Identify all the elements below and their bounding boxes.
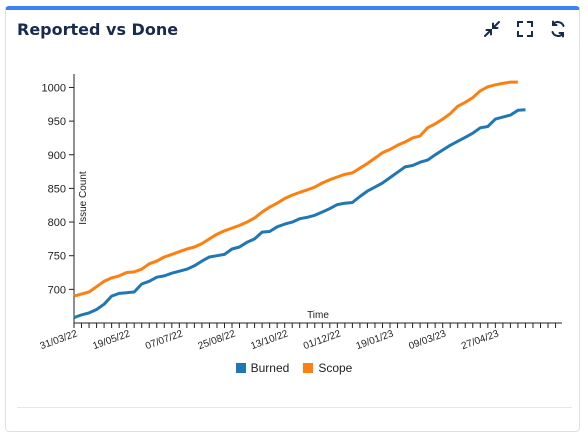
x-axis-label: Time xyxy=(307,310,329,321)
x-tick-label: 31/03/22 xyxy=(39,328,80,352)
y-tick-label: 850 xyxy=(48,183,66,195)
legend-swatch-scope xyxy=(303,363,314,373)
fullscreen-icon[interactable] xyxy=(515,19,535,39)
widget-title: Reported vs Done xyxy=(17,20,179,39)
x-tick-label: 13/10/22 xyxy=(249,328,290,352)
x-tick-label: 09/03/23 xyxy=(407,328,448,352)
y-tick-label: 950 xyxy=(48,116,66,128)
legend-item-scope[interactable]: Scope xyxy=(303,361,352,375)
y-tick-label: 750 xyxy=(48,251,66,263)
chart-card xyxy=(5,6,580,432)
widget-toolbar xyxy=(482,19,568,39)
x-tick-label: 27/04/23 xyxy=(460,328,501,352)
y-tick-label: 900 xyxy=(48,150,66,162)
refresh-icon[interactable] xyxy=(548,19,568,39)
legend-label-burned: Burned xyxy=(250,361,290,375)
y-tick-label: 1000 xyxy=(42,82,66,94)
x-tick-label: 19/01/23 xyxy=(355,328,396,352)
series-lines xyxy=(73,80,526,320)
y-tick-label: 700 xyxy=(48,284,66,296)
x-tick-label: 25/08/22 xyxy=(197,328,238,352)
y-axis-label: Issue Count xyxy=(78,171,89,225)
series-line-scope xyxy=(73,80,518,298)
legend-item-burned[interactable]: Burned xyxy=(235,361,290,375)
x-tick-label: 07/07/22 xyxy=(144,328,185,352)
x-axis: 31/03/22 19/05/22 07/07/22 25/08/22 13/10/22… xyxy=(39,322,562,352)
x-tick-label: 01/12/22 xyxy=(302,328,343,352)
legend: Burned Scope xyxy=(0,361,588,375)
footer-divider xyxy=(17,407,572,408)
legend-label-scope: Scope xyxy=(318,361,353,375)
y-axis: 700 750 800 850 900 950 1000 xyxy=(42,74,75,323)
series-line-burned xyxy=(73,108,526,320)
minimize-icon[interactable] xyxy=(482,19,502,39)
x-tick-label: 19/05/22 xyxy=(91,328,132,352)
legend-swatch-burned xyxy=(235,363,246,373)
y-tick-label: 800 xyxy=(48,217,66,229)
